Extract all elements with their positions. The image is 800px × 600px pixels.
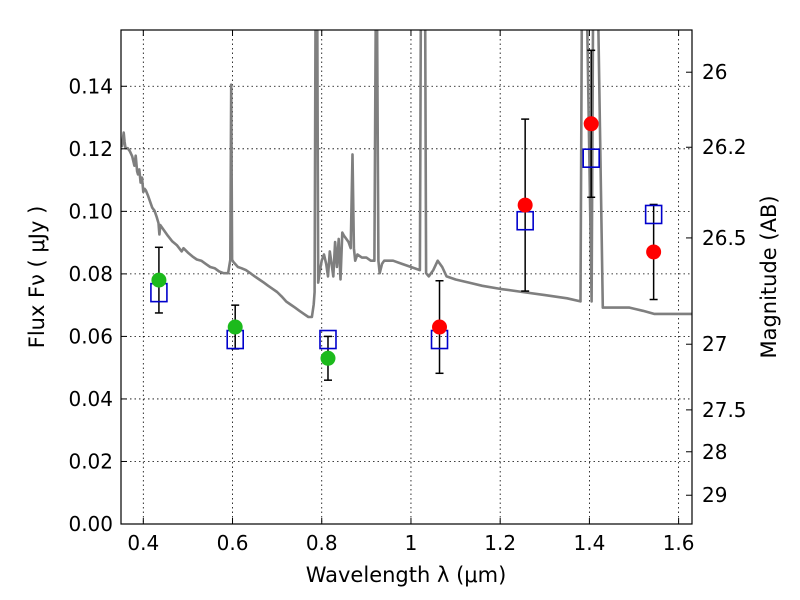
model-flux-marker xyxy=(319,329,337,350)
y2-tick-label: 28 xyxy=(702,440,727,464)
y-tick-label: 0.02 xyxy=(68,449,113,473)
x-tick-label: 1.4 xyxy=(573,531,605,555)
y2-axis-ticks: 26 26.2 26.5 27 27.5 28 29 xyxy=(686,60,747,507)
x-tick-label: 0.8 xyxy=(306,531,338,555)
y2-tick-label: 26.2 xyxy=(702,135,747,159)
y-axis-ticks: 0.00 0.02 0.04 0.06 0.08 0.10 0.12 0.14 xyxy=(68,74,127,536)
y-tick-label: 0.04 xyxy=(68,387,113,411)
y2-tick-label: 27.5 xyxy=(702,398,747,422)
y-tick-label: 0.14 xyxy=(68,74,113,98)
model-flux-layer xyxy=(150,148,663,350)
observed-flux-marker xyxy=(432,319,448,335)
y2-tick-label: 29 xyxy=(702,483,727,507)
y-tick-label: 0.12 xyxy=(68,137,113,161)
observed-flux-layer xyxy=(151,116,662,366)
x-tick-label: 1.2 xyxy=(484,531,516,555)
x-axis-ticks: 0.4 0.6 0.8 1 1.2 1.4 1.6 xyxy=(127,30,695,555)
x-tick-label: 1.6 xyxy=(663,531,695,555)
model-spectrum-layer xyxy=(121,30,692,319)
y2-tick-label: 26.5 xyxy=(702,226,747,250)
x-tick-label: 1 xyxy=(405,531,418,555)
observed-flux-marker xyxy=(320,350,336,366)
y2-axis-label: Magnitude (AB) xyxy=(757,195,781,358)
y-tick-label: 0.08 xyxy=(68,262,113,286)
model-spectrum-line xyxy=(121,30,692,319)
model-flux-marker xyxy=(582,148,600,168)
grid xyxy=(121,30,692,525)
x-tick-label: 0.6 xyxy=(217,531,249,555)
y-tick-label: 0.06 xyxy=(68,324,113,348)
y2-tick-label: 27 xyxy=(702,332,727,356)
observed-flux-marker xyxy=(151,272,167,288)
observed-flux-marker xyxy=(227,319,243,335)
plot-frame xyxy=(120,29,693,525)
y-tick-label: 0.00 xyxy=(68,512,113,536)
observed-flux-marker xyxy=(517,197,533,213)
x-tick-label: 0.4 xyxy=(127,531,159,555)
model-flux-marker xyxy=(644,204,663,225)
y2-tick-label: 26 xyxy=(702,60,727,84)
observed-flux-marker xyxy=(646,244,662,260)
x-axis-label: Wavelength λ (μm) xyxy=(306,563,507,587)
y-axis-label: Flux Fν ( μJy ) xyxy=(25,206,49,349)
y-tick-label: 0.10 xyxy=(68,199,113,223)
observed-flux-marker xyxy=(583,116,599,132)
